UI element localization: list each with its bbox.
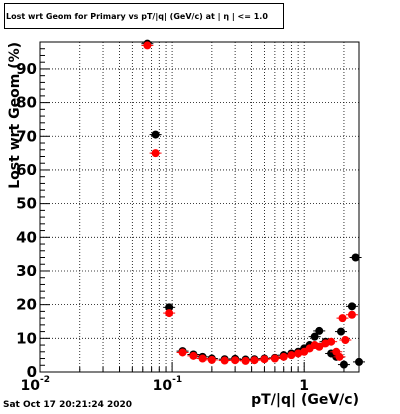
- black-series-point: [151, 130, 160, 139]
- red-series-point: [165, 309, 174, 318]
- red-series-point: [250, 356, 259, 365]
- y-tick-label: 80: [16, 94, 37, 112]
- black-series-point: [339, 360, 348, 369]
- black-series-point: [310, 332, 319, 341]
- red-series-point: [220, 356, 229, 365]
- y-tick-label: 60: [16, 161, 37, 179]
- x-tick-label: 10: [153, 378, 173, 394]
- red-series-point: [287, 351, 296, 360]
- data-series: [141, 39, 365, 369]
- black-series-point: [351, 253, 360, 262]
- timestamp: Sat Oct 17 20:21:24 2020: [3, 400, 133, 410]
- y-tick-label: 70: [16, 127, 37, 145]
- black-series-point: [165, 303, 174, 312]
- black-series-point: [347, 302, 356, 311]
- red-series-point: [231, 356, 240, 365]
- red-series-point: [315, 342, 324, 351]
- x-axis-label: pT/|q| (GeV/c): [251, 392, 359, 408]
- y-axis-label: Lost wrt Geom (%): [7, 42, 23, 189]
- y-tick-label: 50: [16, 195, 37, 213]
- black-series-point: [355, 357, 363, 366]
- red-series-point: [338, 314, 347, 323]
- plot-frame: [39, 41, 360, 373]
- chart-title: Lost wrt Geom for Primary vs pT/|q| (GeV…: [4, 3, 284, 29]
- y-tick-label: 10: [16, 329, 37, 347]
- red-series-point: [260, 355, 269, 364]
- red-series-point: [189, 351, 198, 360]
- red-series-point: [327, 337, 336, 346]
- y-tick-label: 20: [16, 296, 37, 314]
- y-tick-label: 0: [27, 363, 37, 381]
- x-tick-label: 1: [299, 378, 309, 394]
- red-series-point: [279, 352, 288, 361]
- x-tick-exponent: -2: [40, 375, 50, 385]
- red-series-point: [178, 348, 187, 357]
- black-series-point: [337, 327, 346, 336]
- grid-lines: [40, 42, 359, 372]
- red-series-point: [341, 336, 350, 345]
- red-series-point: [151, 149, 160, 158]
- red-series-point: [241, 356, 250, 365]
- red-series-point: [335, 352, 344, 361]
- black-series-point: [315, 326, 324, 335]
- red-series-point: [270, 354, 279, 363]
- red-series-point: [198, 354, 207, 363]
- red-series-point: [347, 310, 356, 319]
- y-tick-label: 40: [16, 228, 37, 246]
- y-tick-label: 90: [16, 60, 37, 78]
- y-tick-label: 30: [16, 262, 37, 280]
- red-series-point: [143, 41, 152, 50]
- red-series-point: [207, 355, 216, 364]
- x-tick-exponent: -1: [172, 375, 182, 385]
- x-tick-label: 10: [21, 378, 41, 394]
